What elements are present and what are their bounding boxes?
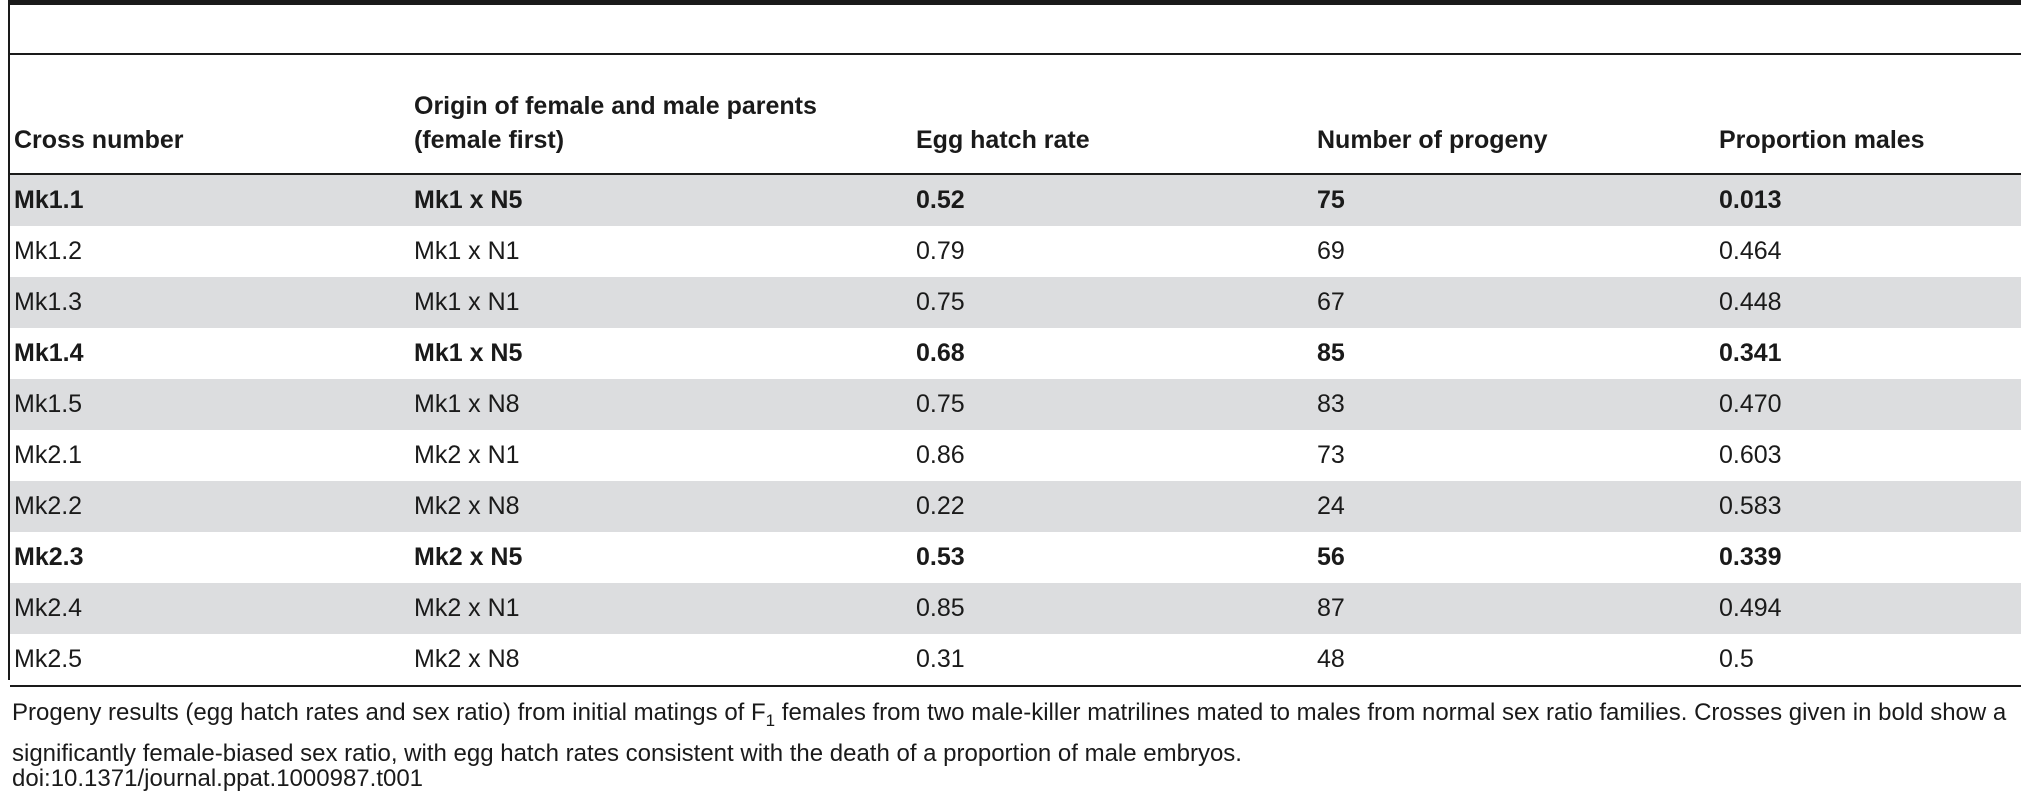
cell-egg-hatch-rate: 0.75 bbox=[912, 277, 1313, 328]
caption-text-before-sub: Progeny results (egg hatch rates and sex… bbox=[12, 699, 766, 726]
cell-proportion-males: 0.494 bbox=[1715, 583, 2021, 634]
cell-origin: Mk2 x N1 bbox=[414, 441, 520, 469]
cell-origin: Mk1 x N5 bbox=[414, 339, 523, 367]
table-row: Mk1.3 Mk1 x N1 0.75 67 0.448 bbox=[10, 277, 2021, 328]
header-egg-hatch-rate: Egg hatch rate bbox=[912, 57, 1313, 175]
cell-egg-hatch-rate: 0.68 bbox=[916, 339, 965, 367]
header-origin-of-parents: Origin of female and male parents (femal… bbox=[410, 57, 912, 175]
cell-proportion-males: 0.448 bbox=[1715, 277, 2021, 328]
cell-origin: Mk2 x N8 bbox=[410, 634, 912, 687]
table-header-row: Cross number Origin of female and male p… bbox=[10, 57, 2021, 175]
cell-origin: Mk1 x N5 bbox=[410, 174, 912, 226]
cell-cross-number: Mk1.4 bbox=[14, 339, 84, 367]
header-number-of-progeny: Number of progeny bbox=[1313, 57, 1715, 175]
cell-egg-hatch-rate: 0.22 bbox=[912, 481, 1313, 532]
header-top-rule bbox=[8, 53, 2021, 55]
table-row: Mk2.5 Mk2 x N8 0.31 48 0.5 bbox=[10, 634, 2021, 687]
cell-origin: Mk1 x N1 bbox=[414, 237, 520, 265]
cell-egg-hatch-rate: 0.52 bbox=[912, 174, 1313, 226]
cell-origin: Mk1 x N1 bbox=[410, 277, 912, 328]
cell-number-of-progeny: 69 bbox=[1317, 237, 1345, 265]
cell-egg-hatch-rate: 0.79 bbox=[916, 237, 965, 265]
cell-cross-number: Mk1.5 bbox=[10, 379, 410, 430]
cell-proportion-males: 0.339 bbox=[1719, 543, 1782, 571]
progeny-results-table: Cross number Origin of female and male p… bbox=[10, 57, 2021, 687]
table-row: Mk2.4 Mk2 x N1 0.85 87 0.494 bbox=[10, 583, 2021, 634]
table-caption: Progeny results (egg hatch rates and sex… bbox=[12, 696, 2012, 770]
cell-number-of-progeny: 85 bbox=[1317, 339, 1345, 367]
cell-proportion-males: 0.341 bbox=[1719, 339, 1782, 367]
cell-proportion-males: 0.5 bbox=[1715, 634, 2021, 687]
cell-cross-number: Mk2.5 bbox=[10, 634, 410, 687]
cell-cross-number: Mk2.3 bbox=[14, 543, 84, 571]
header-cross-number: Cross number bbox=[10, 57, 410, 175]
table-body: Mk1.1 Mk1 x N5 0.52 75 0.013 Mk1.2 Mk1 x N1 0.7… bbox=[10, 174, 2021, 687]
cell-egg-hatch-rate: 0.85 bbox=[912, 583, 1313, 634]
table-row: Mk1.4 Mk1 x N5 0.68 85 0.341 bbox=[10, 328, 2021, 379]
table-row: Mk2.3 Mk2 x N5 0.53 56 0.339 bbox=[10, 532, 2021, 583]
cell-origin: Mk2 x N5 bbox=[414, 543, 523, 571]
table-row: Mk1.5 Mk1 x N8 0.75 83 0.470 bbox=[10, 379, 2021, 430]
cell-origin: Mk1 x N8 bbox=[410, 379, 912, 430]
cell-proportion-males: 0.603 bbox=[1719, 441, 1782, 469]
cell-origin: Mk2 x N1 bbox=[410, 583, 912, 634]
cell-number-of-progeny: 56 bbox=[1317, 543, 1345, 571]
table-row: Mk1.2 Mk1 x N1 0.79 69 0.464 bbox=[10, 226, 2021, 277]
cell-origin: Mk2 x N8 bbox=[410, 481, 912, 532]
cell-proportion-males: 0.583 bbox=[1715, 481, 2021, 532]
table-top-rule bbox=[8, 0, 2021, 5]
cell-egg-hatch-rate: 0.86 bbox=[916, 441, 965, 469]
table-row: Mk2.2 Mk2 x N8 0.22 24 0.583 bbox=[10, 481, 2021, 532]
doi-line: doi:10.1371/journal.ppat.1000987.t001 bbox=[12, 765, 424, 792]
caption-text: Progeny results (egg hatch rates and sex… bbox=[12, 696, 2012, 770]
cell-proportion-males: 0.470 bbox=[1715, 379, 2021, 430]
cell-egg-hatch-rate: 0.75 bbox=[912, 379, 1313, 430]
header-proportion-males: Proportion males bbox=[1715, 57, 2021, 175]
cell-cross-number: Mk2.1 bbox=[14, 441, 83, 469]
cell-number-of-progeny: 24 bbox=[1313, 481, 1715, 532]
cell-cross-number: Mk1.2 bbox=[14, 237, 83, 265]
cell-number-of-progeny: 83 bbox=[1313, 379, 1715, 430]
table-left-rule bbox=[8, 0, 10, 680]
cell-cross-number: Mk1.3 bbox=[10, 277, 410, 328]
cell-number-of-progeny: 75 bbox=[1313, 174, 1715, 226]
cell-cross-number: Mk2.4 bbox=[10, 583, 410, 634]
cell-number-of-progeny: 73 bbox=[1317, 441, 1345, 469]
cell-number-of-progeny: 87 bbox=[1313, 583, 1715, 634]
cell-number-of-progeny: 67 bbox=[1313, 277, 1715, 328]
cell-egg-hatch-rate: 0.53 bbox=[916, 543, 965, 571]
cell-cross-number: Mk2.2 bbox=[10, 481, 410, 532]
caption-text-after-sub: females from two male-killer matrilines … bbox=[12, 699, 2007, 767]
table-row: Mk1.1 Mk1 x N5 0.52 75 0.013 bbox=[10, 174, 2021, 226]
caption-subscript: 1 bbox=[765, 710, 776, 730]
cell-cross-number: Mk1.1 bbox=[10, 174, 410, 226]
cell-egg-hatch-rate: 0.31 bbox=[912, 634, 1313, 687]
table-row: Mk2.1 Mk2 x N1 0.86 73 0.603 bbox=[10, 430, 2021, 481]
cell-proportion-males: 0.013 bbox=[1715, 174, 2021, 226]
cell-number-of-progeny: 48 bbox=[1313, 634, 1715, 687]
cell-proportion-males: 0.464 bbox=[1719, 237, 1782, 265]
